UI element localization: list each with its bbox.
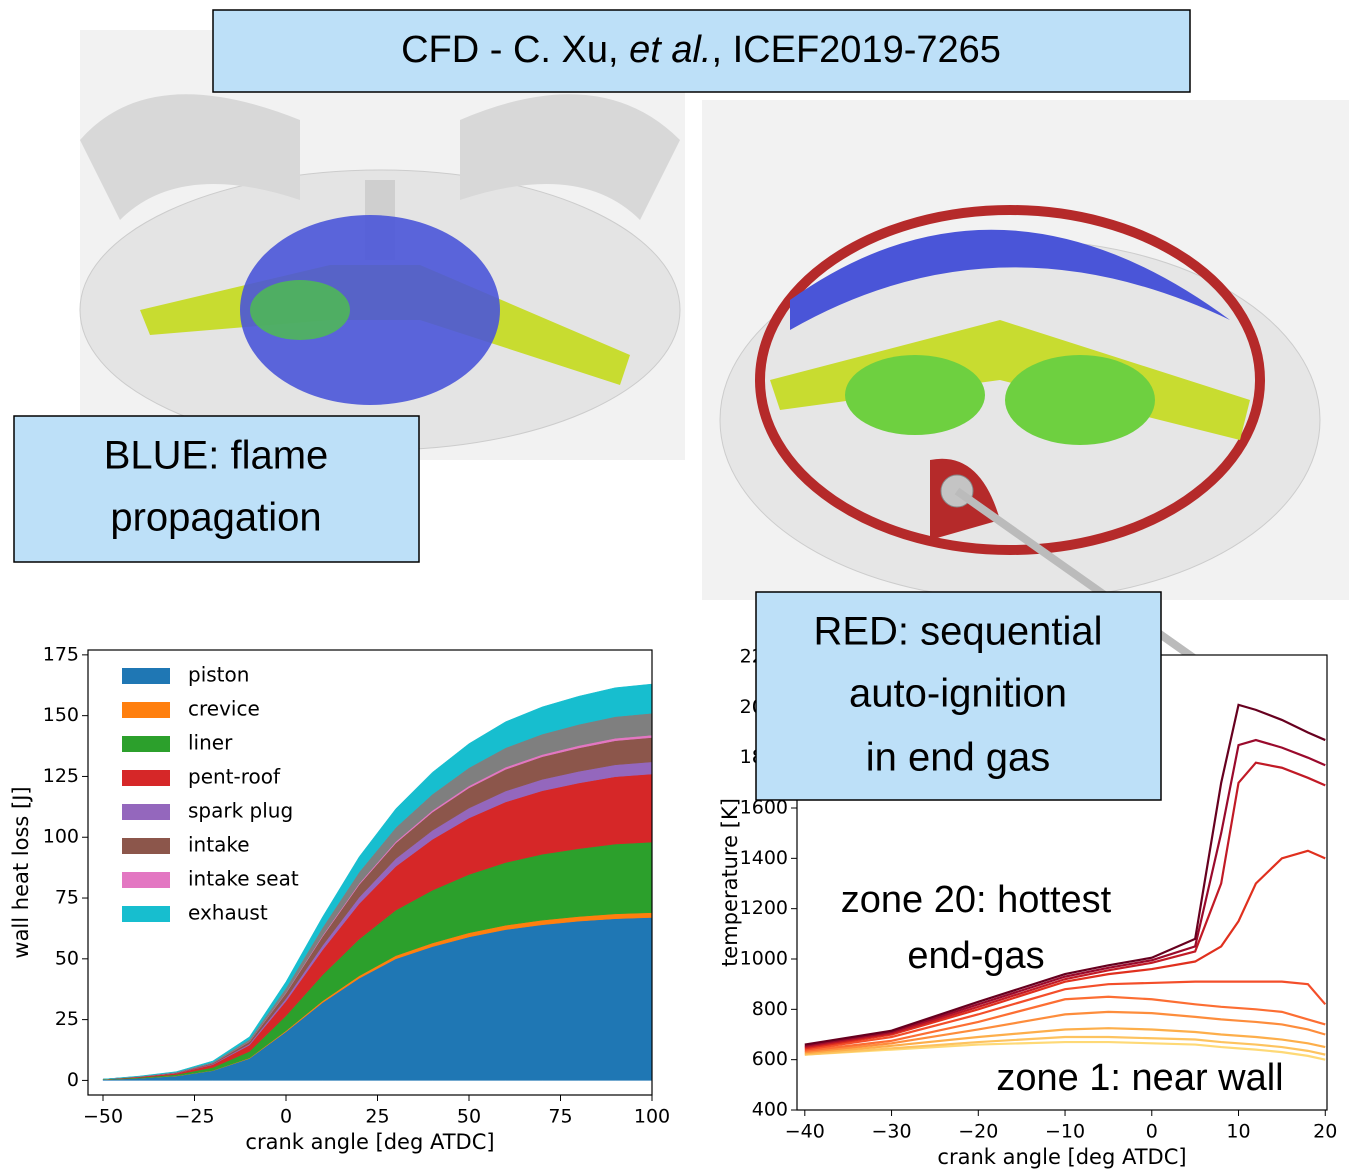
y-tick-label: 1400 xyxy=(740,847,788,869)
slide: −50−2502550751000255075100125150175crank… xyxy=(0,0,1349,1171)
blue-callout: BLUE: flame propagation xyxy=(14,416,419,562)
title-text: et al. xyxy=(629,29,711,71)
y-axis-label: wall heat loss [J] xyxy=(9,786,33,958)
x-tick-label: −20 xyxy=(958,1121,998,1143)
title-box: CFD - C. Xu, et al., ICEF2019-7265 xyxy=(213,10,1190,92)
y-tick-label: 75 xyxy=(55,887,79,909)
legend-swatch xyxy=(122,736,170,752)
y-tick-label: 175 xyxy=(43,643,79,665)
annotation: zone 20: hottest xyxy=(841,879,1112,921)
x-tick-label: −50 xyxy=(83,1106,123,1128)
x-axis-label: crank angle [deg ATDC] xyxy=(937,1145,1186,1169)
x-tick-label: 25 xyxy=(365,1106,389,1128)
legend-label: piston xyxy=(188,663,249,687)
y-tick-label: 800 xyxy=(752,998,788,1020)
legend-swatch xyxy=(122,906,170,922)
x-tick-label: −40 xyxy=(785,1121,825,1143)
x-tick-label: 20 xyxy=(1313,1121,1337,1143)
callout-text: RED: sequential xyxy=(813,610,1102,654)
x-tick-label: −30 xyxy=(871,1121,911,1143)
legend-label: intake xyxy=(188,833,250,857)
legend-label: spark plug xyxy=(188,799,293,823)
x-tick-label: 75 xyxy=(548,1106,572,1128)
title-text: CFD - C. Xu, xyxy=(401,29,629,71)
annotation: zone 1: near wall xyxy=(996,1057,1283,1099)
svg-text:CFD - C. Xu, et al., ICEF2019-: CFD - C. Xu, et al., ICEF2019-7265 xyxy=(401,29,1001,71)
x-axis-label: crank angle [deg ATDC] xyxy=(245,1130,494,1154)
y-tick-label: 50 xyxy=(55,947,79,969)
legend-swatch xyxy=(122,702,170,718)
legend-label: liner xyxy=(188,731,233,755)
x-tick-label: 50 xyxy=(457,1106,481,1128)
legend-swatch xyxy=(122,838,170,854)
y-tick-label: 600 xyxy=(752,1048,788,1070)
chart-heat-loss: −50 −25 0 25 50 75 100 0 25 50 75 100 125 150 175 crank… xyxy=(9,643,670,1154)
callout-text: auto-ignition xyxy=(849,672,1067,716)
y-tick-label: 1200 xyxy=(740,897,788,919)
callout-text: propagation xyxy=(110,496,321,540)
y-axis-label: temperature [K] xyxy=(718,798,742,967)
y-tick-label: 0 xyxy=(67,1069,79,1091)
y-tick-label: 1000 xyxy=(740,948,788,970)
x-tick-label: 0 xyxy=(1146,1121,1158,1143)
annotation: end-gas xyxy=(907,935,1044,977)
legend-label: pent-roof xyxy=(188,765,281,789)
cfd-image-left xyxy=(80,30,685,460)
x-tick-label: 0 xyxy=(280,1106,292,1128)
y-tick-label: 150 xyxy=(43,704,79,726)
title-text: , ICEF2019-7265 xyxy=(712,29,1001,71)
callout-text: BLUE: flame xyxy=(104,434,329,478)
red-callout: RED: sequential auto-ignition in end gas xyxy=(756,592,1161,800)
legend-swatch xyxy=(122,872,170,888)
legend-swatch xyxy=(122,804,170,820)
y-tick-label: 25 xyxy=(55,1008,79,1030)
legend-label: exhaust xyxy=(188,901,268,925)
legend-swatch xyxy=(122,668,170,684)
legend-label: intake seat xyxy=(188,867,299,891)
y-tick-label: 125 xyxy=(43,765,79,787)
legend-swatch xyxy=(122,770,170,786)
x-tick-label: −10 xyxy=(1045,1121,1085,1143)
y-tick-label: 400 xyxy=(752,1099,788,1121)
callout-text: in end gas xyxy=(866,736,1051,780)
x-tick-label: 10 xyxy=(1226,1121,1250,1143)
y-tick-label: 100 xyxy=(43,826,79,848)
legend-label: crevice xyxy=(188,697,260,721)
x-tick-label: 100 xyxy=(634,1106,670,1128)
x-tick-label: −25 xyxy=(174,1106,214,1128)
